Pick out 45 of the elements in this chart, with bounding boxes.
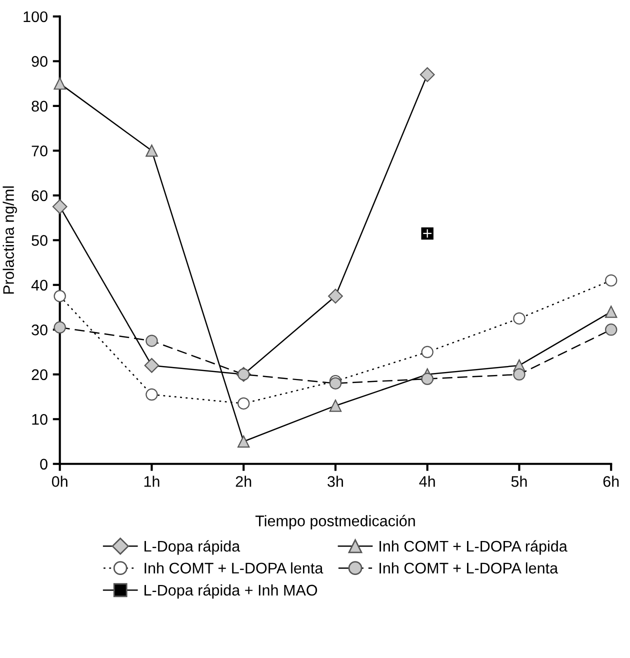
point [604,306,618,318]
point [54,321,66,334]
y-axis-title: Prolactina ng/ml [2,186,17,294]
point [513,312,526,325]
y-tick-label: 30 [32,324,48,336]
point [328,288,343,304]
y-tick-label: 50 [32,235,48,246]
point [329,400,342,412]
point [237,397,250,410]
y-tick-label: 100 [24,11,48,22]
legend-label: L-Dopa rápida + Inh MAO [144,584,318,599]
point [604,274,618,287]
point [421,372,434,385]
y-tick-label: 70 [32,146,48,156]
y-tick-label: 20 [32,369,48,380]
point [146,144,158,157]
point [146,334,158,347]
legend-label: Inh COMT + L-DOPA lenta [144,562,324,574]
point [420,67,435,82]
x-tick-label: 5h [511,476,527,487]
y-tick-label: 0 [40,458,48,470]
point [237,435,250,448]
x-tick-label: 1h [144,476,160,487]
x-tick-label: 3h [328,476,343,487]
x-axis-title: Tiempo postmedicación [255,514,415,530]
x-tick-label: 0h [52,476,68,487]
point [52,199,68,214]
point [146,388,158,401]
x-tick-label: 6h [603,476,619,487]
y-tick-label: 80 [32,100,48,112]
point [604,324,618,336]
point [144,358,160,373]
legend-label: L-Dopa rápida [144,540,240,555]
x-tick-label: 2h [236,476,252,487]
x-tick-label: 4h [419,476,435,487]
y-tick-label: 90 [32,56,48,67]
y-tick-label: 10 [32,414,48,425]
point [54,290,66,302]
y-tick-label: 40 [31,280,48,291]
point [513,368,526,381]
point [54,77,66,90]
legend-label: Inh COMT + L-DOPA rápida [380,540,568,555]
legend-label: Inh COMT + L-DOPA lenta [380,562,558,574]
y-tick-label: 60 [32,190,48,202]
point [421,346,434,358]
